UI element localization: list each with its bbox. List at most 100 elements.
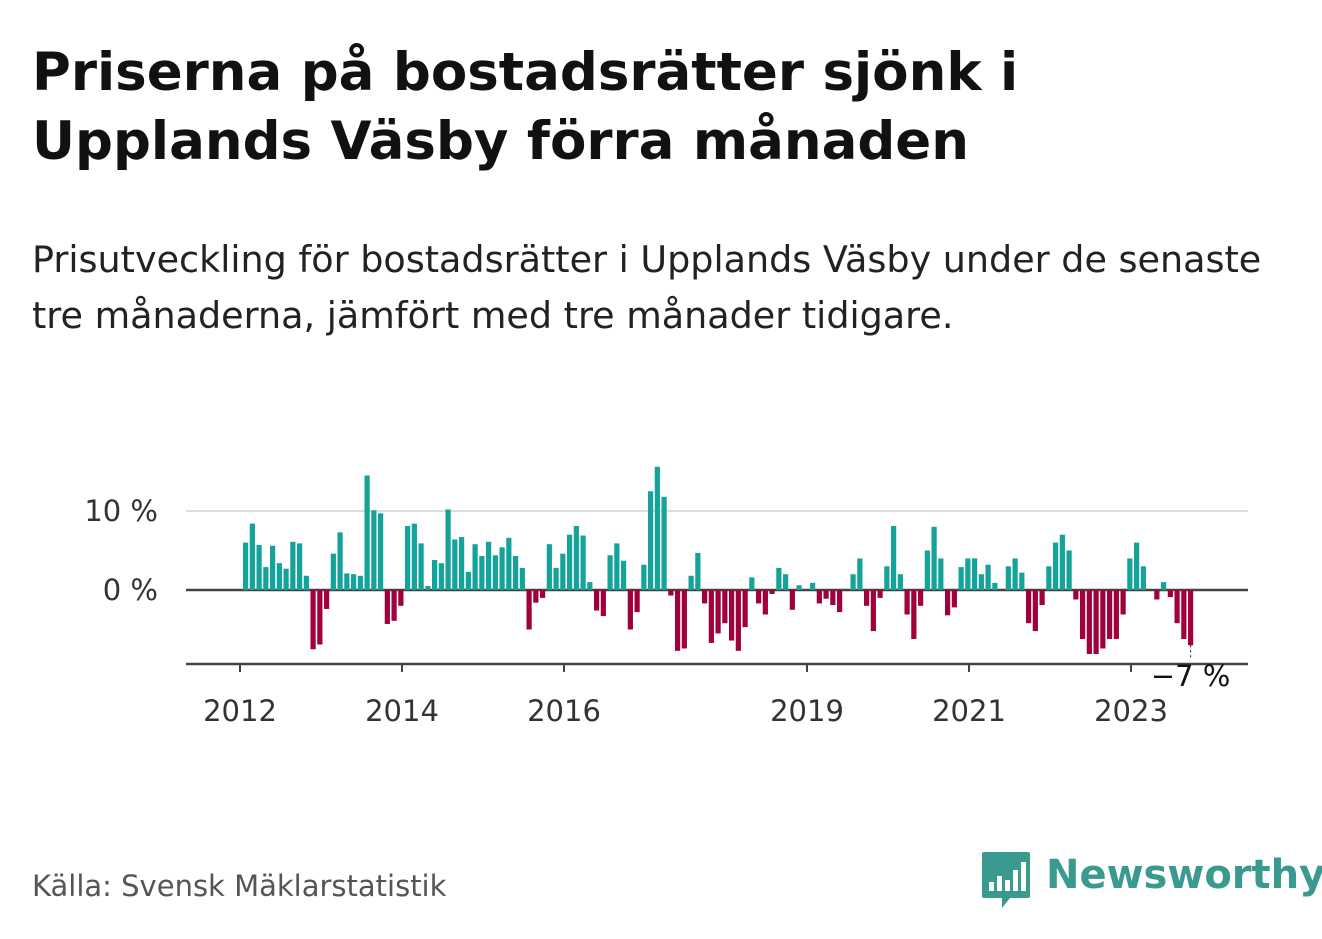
bar bbox=[661, 496, 667, 590]
bar bbox=[1080, 590, 1086, 639]
bar bbox=[816, 590, 822, 604]
x-axis bbox=[186, 662, 1248, 672]
chart-title: Priserna på bostadsrätter sjönk i Upplan… bbox=[32, 42, 1019, 172]
bar bbox=[1073, 590, 1079, 600]
bar bbox=[533, 590, 539, 603]
bar bbox=[702, 590, 708, 604]
label-layer: 10 % 0 % 2012 2014 2016 2019 2021 2023−7 % bbox=[84, 494, 1230, 728]
bar bbox=[270, 545, 276, 590]
bar-chart: 10 % 0 % 2012 2014 2016 2019 2021 2023−7 % bbox=[84, 466, 1248, 728]
bar bbox=[715, 590, 721, 634]
bar bbox=[641, 564, 647, 590]
bar bbox=[567, 534, 573, 590]
bar bbox=[303, 575, 309, 590]
bar bbox=[249, 523, 255, 590]
bar bbox=[837, 590, 843, 613]
bar bbox=[587, 582, 593, 590]
bar bbox=[499, 547, 505, 590]
bar bbox=[317, 590, 323, 645]
x-tick-label: 2016 bbox=[527, 694, 601, 728]
bar bbox=[1012, 558, 1018, 590]
bar bbox=[985, 564, 991, 590]
bar bbox=[1107, 590, 1113, 639]
bar bbox=[452, 539, 458, 590]
x-tick-label: 2019 bbox=[770, 694, 844, 728]
bar bbox=[1039, 590, 1045, 606]
bar bbox=[492, 555, 498, 590]
bar bbox=[297, 543, 303, 590]
bar bbox=[918, 590, 924, 606]
bar bbox=[418, 543, 424, 590]
bar bbox=[364, 475, 370, 590]
bar bbox=[830, 590, 836, 606]
bar bbox=[411, 523, 417, 590]
bar bbox=[378, 513, 384, 590]
bar bbox=[627, 590, 633, 630]
bar bbox=[1120, 590, 1126, 615]
bar bbox=[1134, 542, 1140, 590]
y-tick-label: 10 % bbox=[84, 494, 158, 528]
bar bbox=[445, 509, 451, 590]
bar bbox=[938, 558, 944, 590]
bar bbox=[884, 566, 890, 590]
bar bbox=[931, 526, 937, 590]
bar bbox=[1093, 590, 1099, 654]
bar bbox=[729, 590, 735, 641]
bar bbox=[560, 553, 566, 590]
bar bbox=[344, 573, 350, 590]
bar bbox=[465, 571, 471, 590]
bar bbox=[546, 544, 552, 590]
bar bbox=[668, 590, 674, 596]
bar bbox=[675, 590, 681, 651]
bar bbox=[330, 553, 336, 590]
bar bbox=[310, 590, 316, 650]
bar bbox=[263, 567, 269, 590]
bar bbox=[965, 558, 971, 590]
bar bbox=[654, 466, 660, 590]
bar bbox=[897, 574, 903, 590]
bar bbox=[1032, 590, 1038, 632]
bar bbox=[283, 568, 289, 590]
bar bbox=[742, 590, 748, 628]
bar bbox=[850, 574, 856, 590]
bar bbox=[513, 556, 519, 590]
bar bbox=[391, 590, 397, 621]
bar bbox=[695, 552, 701, 590]
bar bbox=[1174, 590, 1180, 624]
bar bbox=[357, 575, 363, 590]
bar bbox=[735, 590, 741, 651]
brand-name: Newsworthy bbox=[1046, 852, 1322, 898]
bar bbox=[1053, 542, 1059, 590]
bar bbox=[1019, 572, 1025, 590]
bar bbox=[486, 541, 492, 590]
bar bbox=[479, 556, 485, 590]
bar bbox=[398, 590, 404, 606]
bar bbox=[762, 590, 768, 615]
bar bbox=[432, 559, 438, 590]
bar bbox=[1026, 590, 1032, 624]
bar bbox=[337, 532, 343, 590]
bar bbox=[405, 526, 411, 590]
bar bbox=[553, 567, 559, 590]
y-tick-label: 0 % bbox=[103, 573, 158, 607]
bar bbox=[1046, 566, 1052, 590]
bar bbox=[1066, 550, 1072, 590]
bar bbox=[1167, 590, 1173, 598]
bar bbox=[1100, 590, 1106, 649]
bar bbox=[857, 558, 863, 590]
bar bbox=[1181, 590, 1187, 639]
bar bbox=[749, 577, 755, 590]
bars-layer bbox=[243, 466, 1194, 654]
bar bbox=[708, 590, 714, 643]
bar bbox=[540, 590, 546, 598]
bar bbox=[1086, 590, 1092, 654]
x-tick-label: 2021 bbox=[932, 694, 1006, 728]
bar bbox=[648, 491, 654, 590]
bar bbox=[722, 590, 728, 624]
bar bbox=[459, 537, 465, 590]
bar bbox=[1188, 590, 1194, 646]
x-tick-label: 2012 bbox=[203, 694, 277, 728]
bar bbox=[573, 526, 579, 590]
bar bbox=[256, 544, 262, 590]
bar bbox=[951, 590, 957, 608]
